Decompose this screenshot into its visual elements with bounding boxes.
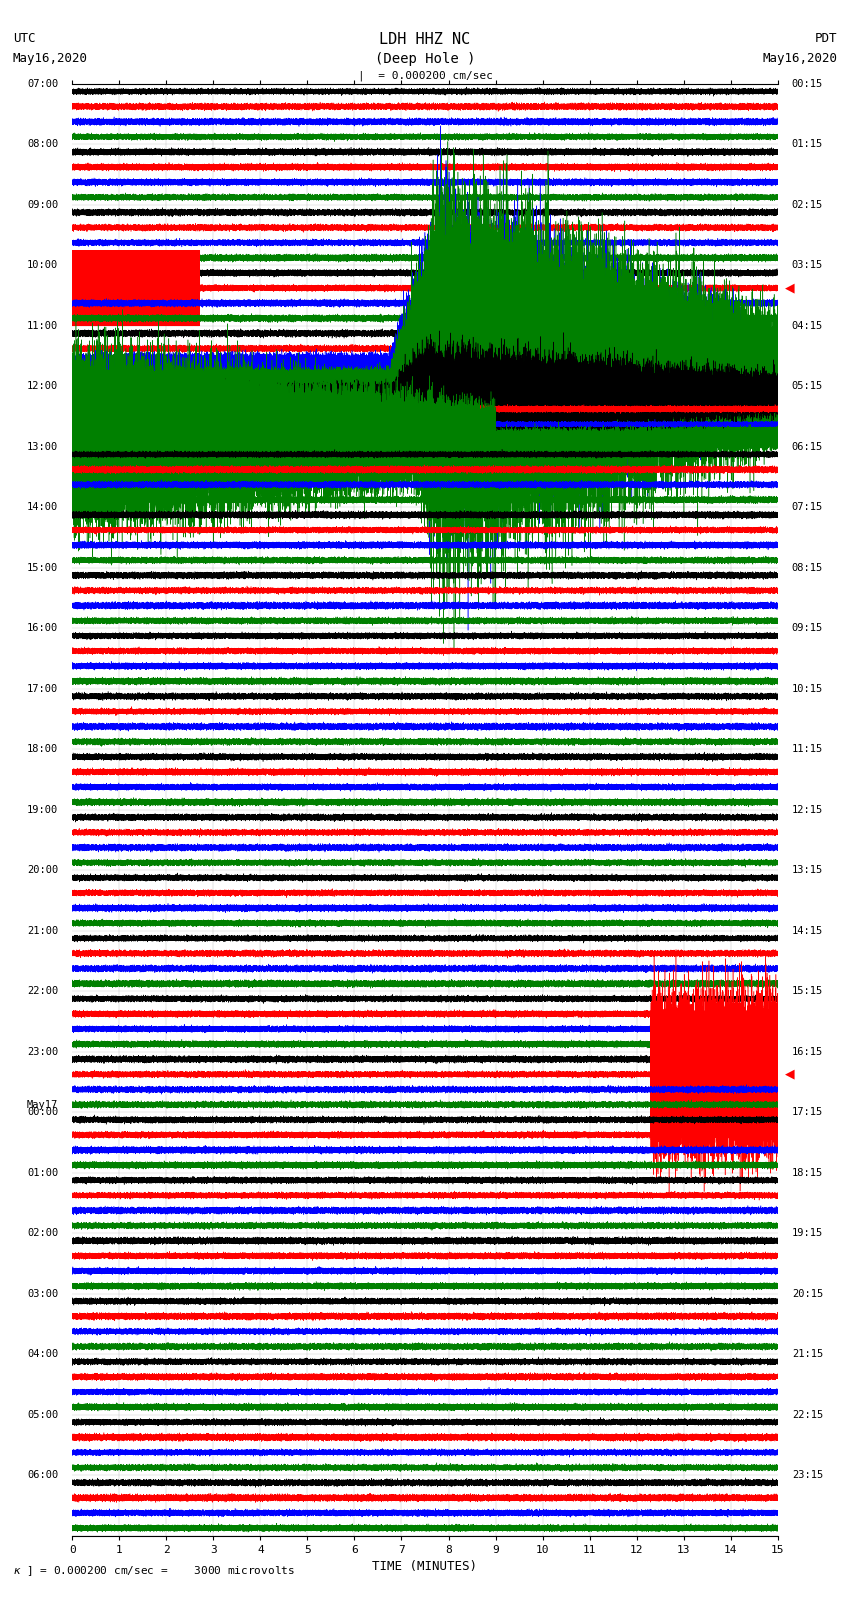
Text: 21:00: 21:00 xyxy=(27,926,58,936)
Text: ◀: ◀ xyxy=(785,1068,795,1081)
Text: 06:00: 06:00 xyxy=(27,1469,58,1481)
Text: 18:00: 18:00 xyxy=(27,744,58,755)
Text: 16:00: 16:00 xyxy=(27,623,58,634)
Text: 07:15: 07:15 xyxy=(792,502,823,513)
Text: 22:15: 22:15 xyxy=(792,1410,823,1419)
Text: 00:00: 00:00 xyxy=(27,1107,58,1118)
Text: 08:15: 08:15 xyxy=(792,563,823,573)
Text: 04:15: 04:15 xyxy=(792,321,823,331)
Text: 02:00: 02:00 xyxy=(27,1227,58,1239)
Text: 14:15: 14:15 xyxy=(792,926,823,936)
Text: 03:00: 03:00 xyxy=(27,1289,58,1298)
Text: 21:15: 21:15 xyxy=(792,1348,823,1360)
Text: 23:15: 23:15 xyxy=(792,1469,823,1481)
Text: 23:00: 23:00 xyxy=(27,1047,58,1057)
Text: |  = 0.000200 cm/sec: | = 0.000200 cm/sec xyxy=(358,71,492,82)
Text: 16:15: 16:15 xyxy=(792,1047,823,1057)
Text: UTC: UTC xyxy=(13,32,35,45)
Text: May16,2020: May16,2020 xyxy=(762,52,837,65)
Text: 20:00: 20:00 xyxy=(27,865,58,876)
Text: 08:00: 08:00 xyxy=(27,139,58,150)
Text: 06:15: 06:15 xyxy=(792,442,823,452)
Text: 05:00: 05:00 xyxy=(27,1410,58,1419)
Text: ◀: ◀ xyxy=(785,282,795,295)
Text: 02:15: 02:15 xyxy=(792,200,823,210)
Text: 12:15: 12:15 xyxy=(792,805,823,815)
Text: 14:00: 14:00 xyxy=(27,502,58,513)
Text: 04:00: 04:00 xyxy=(27,1348,58,1360)
Text: 10:00: 10:00 xyxy=(27,260,58,271)
Text: 18:15: 18:15 xyxy=(792,1168,823,1177)
Text: 01:00: 01:00 xyxy=(27,1168,58,1177)
Text: 07:00: 07:00 xyxy=(27,79,58,89)
Text: 00:15: 00:15 xyxy=(792,79,823,89)
Text: 10:15: 10:15 xyxy=(792,684,823,694)
Text: 12:00: 12:00 xyxy=(27,381,58,392)
Text: 13:00: 13:00 xyxy=(27,442,58,452)
Text: 22:00: 22:00 xyxy=(27,986,58,997)
Text: $\kappa$ ] = 0.000200 cm/sec =    3000 microvolts: $\kappa$ ] = 0.000200 cm/sec = 3000 micr… xyxy=(13,1563,295,1578)
Text: 11:15: 11:15 xyxy=(792,744,823,755)
Text: 19:15: 19:15 xyxy=(792,1227,823,1239)
Text: May17: May17 xyxy=(27,1100,58,1110)
Text: 15:15: 15:15 xyxy=(792,986,823,997)
Text: LDH HHZ NC: LDH HHZ NC xyxy=(379,32,471,47)
Text: 20:15: 20:15 xyxy=(792,1289,823,1298)
Text: 05:15: 05:15 xyxy=(792,381,823,392)
Text: 17:00: 17:00 xyxy=(27,684,58,694)
Text: PDT: PDT xyxy=(815,32,837,45)
Text: 01:15: 01:15 xyxy=(792,139,823,150)
Text: 19:00: 19:00 xyxy=(27,805,58,815)
Text: 03:15: 03:15 xyxy=(792,260,823,271)
Text: (Deep Hole ): (Deep Hole ) xyxy=(375,52,475,66)
Text: 17:15: 17:15 xyxy=(792,1107,823,1118)
X-axis label: TIME (MINUTES): TIME (MINUTES) xyxy=(372,1560,478,1573)
Text: 11:00: 11:00 xyxy=(27,321,58,331)
Text: May16,2020: May16,2020 xyxy=(13,52,88,65)
Text: 15:00: 15:00 xyxy=(27,563,58,573)
Text: 09:00: 09:00 xyxy=(27,200,58,210)
Text: 09:15: 09:15 xyxy=(792,623,823,634)
Text: 13:15: 13:15 xyxy=(792,865,823,876)
